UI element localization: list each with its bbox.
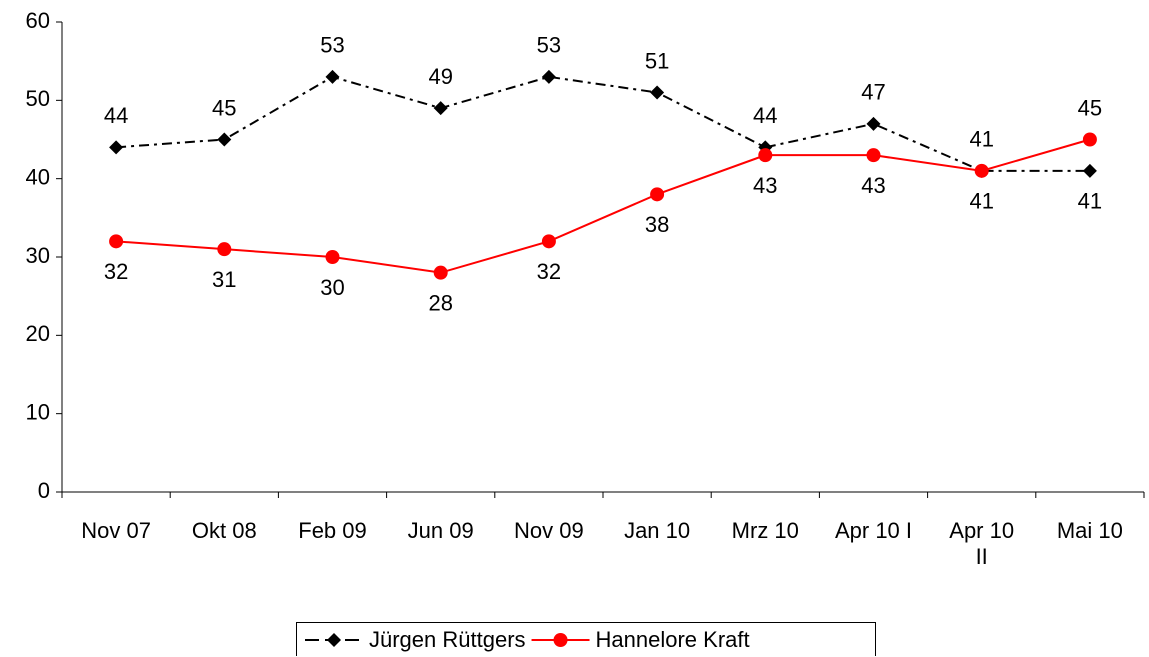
x-tick-label: Apr 10 II [949,518,1015,569]
marker [109,234,124,249]
y-tick-label: 10 [26,399,50,424]
marker [217,132,232,147]
y-tick-label: 30 [26,243,50,268]
marker [325,250,340,264]
x-tick-label: Mai 10 [1056,518,1123,543]
marker [1082,163,1097,178]
marker [974,163,989,178]
data-label: 53 [320,33,344,58]
data-label: 38 [645,212,669,237]
series-line [116,75,1090,172]
x-tick-label: Jan 10 [624,518,691,543]
data-label: 53 [537,33,561,58]
data-label: 51 [645,48,669,73]
marker [866,148,881,163]
marker [1082,132,1097,147]
x-tick-label: Nov 07 [81,518,151,543]
x-tick-label: Nov 09 [514,518,584,543]
data-label: 31 [212,267,236,292]
data-label: 30 [320,275,344,300]
y-tick-label: 40 [26,164,50,189]
x-tick-label: Jun 09 [407,518,474,543]
x-tick-label: Feb 09 [298,518,367,543]
series-line [116,138,1091,274]
data-label: 44 [753,103,777,128]
y-tick-label: 60 [26,8,50,33]
data-label: 43 [753,173,777,198]
legend-label: Jürgen Rüttgers [369,627,526,652]
legend: Jürgen Rüttgers Hannelore Kraft [296,622,876,656]
marker [650,187,665,202]
marker [433,101,448,116]
legend-marker [553,633,568,647]
marker [541,234,556,249]
marker [433,265,448,280]
data-label: 44 [104,103,128,128]
data-label: 32 [104,259,128,284]
data-label: 49 [428,64,452,89]
marker [758,148,773,163]
legend-items: Jürgen Rüttgers Hannelore Kraft [305,627,750,652]
data-label: 45 [1078,95,1102,120]
marker [325,69,340,84]
data-label: 32 [537,259,561,284]
data-label: 41 [969,127,993,152]
marker [650,85,665,100]
marker [217,242,232,257]
x-tick-label: Apr 10 I [834,518,913,543]
marker [541,69,556,84]
x-tick-label: Okt 08 [191,518,257,543]
legend-marker [327,633,341,647]
x-tick-label: Mrz 10 [731,518,799,543]
data-label: 41 [1078,189,1102,214]
data-label: 47 [861,80,885,105]
marker [866,116,881,131]
data-label: 43 [861,173,885,198]
data-label: 28 [428,290,452,315]
y-tick-label: 50 [26,86,50,111]
data-label: 41 [969,189,993,214]
data-label: 45 [212,95,236,120]
legend-label: Hannelore Kraft [596,627,750,652]
marker [109,140,124,155]
y-tick-label: 20 [26,321,50,346]
y-tick-label: 0 [38,478,50,503]
